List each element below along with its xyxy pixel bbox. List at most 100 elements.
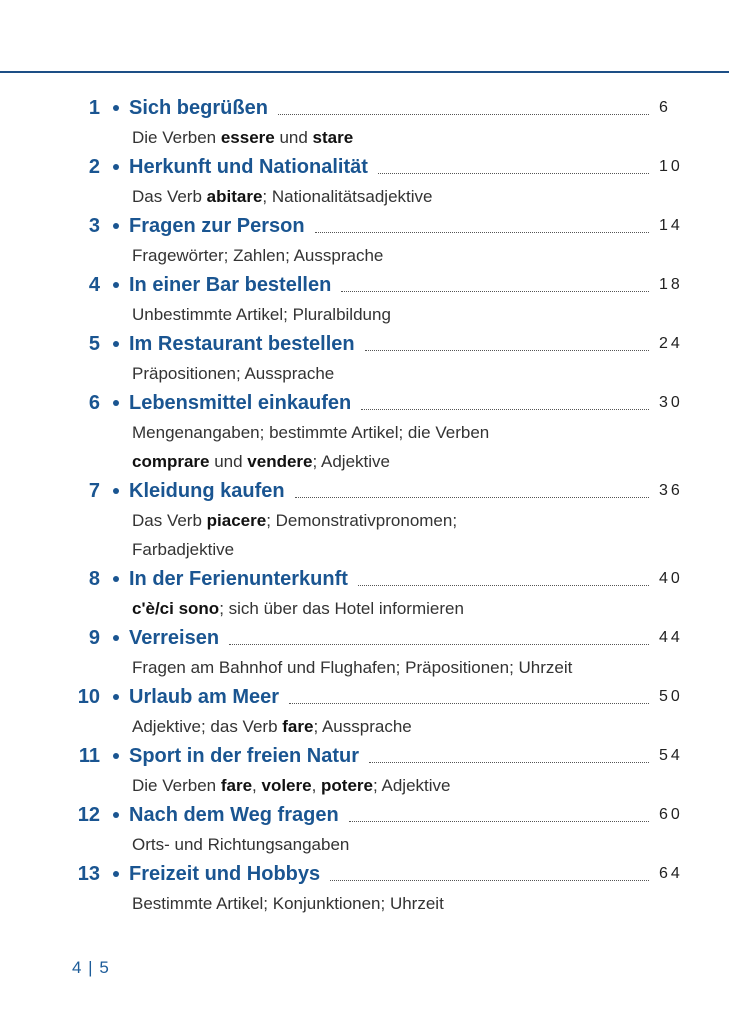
entry-title-line: 9 Verreisen 44 xyxy=(0,623,729,653)
description-text: Bestimmte Artikel; Konjunktionen; Uhrzei… xyxy=(132,894,444,913)
chapter-title: Herkunft und Nationalität xyxy=(129,155,368,178)
entry-title-line: 8 In der Ferienunterkunft 40 xyxy=(0,564,729,594)
bullet xyxy=(113,223,119,229)
toc-entry: 5 Im Restaurant bestellen 24 Präpositionen;… xyxy=(0,329,729,388)
chapter-number: 12 xyxy=(77,803,100,826)
dot-leader xyxy=(364,349,649,351)
description-text: Die Verben xyxy=(132,776,221,795)
chapter-description: Die Verben essere und stare xyxy=(0,123,729,152)
bullet xyxy=(113,576,119,582)
page-number: 24 xyxy=(659,335,683,352)
chapter-number: 10 xyxy=(77,685,100,708)
chapter-description: Fragewörter; Zahlen; Aussprache xyxy=(0,241,729,270)
toc-entry: 11 Sport in der freien Natur 54 Die Verben … xyxy=(0,741,729,800)
chapter-number: 4 xyxy=(88,273,100,296)
description-text: , xyxy=(311,776,322,795)
dot-leader xyxy=(229,643,649,645)
chapter-title: Verreisen xyxy=(129,626,220,649)
entry-title-line: 6 Lebensmittel einkaufen 30 xyxy=(0,388,729,418)
chapter-title: Urlaub am Meer xyxy=(129,685,280,708)
page-number: 36 xyxy=(659,482,683,499)
page-number: 54 xyxy=(659,747,683,764)
chapter-number: 7 xyxy=(88,479,100,502)
chapter-number: 6 xyxy=(88,391,100,414)
chapter-title: In der Ferienunterkunft xyxy=(129,567,348,590)
description-text: Orts- und Richtungsangaben xyxy=(132,835,350,854)
chapter-description: Präpositionen; Aussprache xyxy=(0,359,729,388)
description-text: ; Aussprache xyxy=(313,717,412,736)
chapter-description: Orts- und Richtungsangaben xyxy=(0,830,729,859)
chapter-title: Nach dem Weg fragen xyxy=(129,803,339,826)
description-text: Fragewörter; Zahlen; Aussprache xyxy=(132,246,384,265)
chapter-number: 3 xyxy=(88,214,100,237)
chapter-title: Im Restaurant bestellen xyxy=(129,332,355,355)
chapter-description: c'è/ci sono; sich über das Hotel informi… xyxy=(0,594,729,623)
chapter-description: Adjektive; das Verb fare; Aussprache xyxy=(0,712,729,741)
description-text: Mengenangaben; bestimmte Artikel; die Ve… xyxy=(132,423,490,442)
description-text: Farbadjektive xyxy=(132,540,235,559)
dot-leader xyxy=(277,113,649,115)
chapter-description: Mengenangaben; bestimmte Artikel; die Ve… xyxy=(0,418,729,447)
entry-title-line: 11 Sport in der freien Natur 54 xyxy=(0,741,729,771)
description-text: ; Adjektive xyxy=(312,452,391,471)
chapter-number: 13 xyxy=(77,862,100,885)
page-number: 44 xyxy=(659,629,683,646)
chapter-title: Fragen zur Person xyxy=(129,214,305,237)
dot-leader xyxy=(330,879,649,881)
bullet xyxy=(113,753,119,759)
bullet xyxy=(113,812,119,818)
chapter-description: Das Verb piacere; Demonstrativpronomen; xyxy=(0,506,729,535)
chapter-description: Bestimmte Artikel; Konjunktionen; Uhrzei… xyxy=(0,889,729,918)
bullet xyxy=(113,694,119,700)
bullet xyxy=(113,105,119,111)
chapter-description: Die Verben fare, volere, potere; Adjekti… xyxy=(0,771,729,800)
toc-entry: 2 Herkunft und Nationalität 10 Das Verb abi… xyxy=(0,152,729,211)
description-text: Präpositionen; Aussprache xyxy=(132,364,335,383)
chapter-number: 11 xyxy=(78,744,100,767)
dot-leader xyxy=(314,231,649,233)
description-text: Fragen am Bahnhof und Flughafen; Präposi… xyxy=(132,658,573,677)
bold-term: piacere xyxy=(206,511,267,530)
description-text: ; Nationalitätsadjektive xyxy=(262,187,433,206)
bullet xyxy=(113,871,119,877)
bold-term: essere xyxy=(220,128,275,147)
entry-title-line: 5 Im Restaurant bestellen 24 xyxy=(0,329,729,359)
chapter-description: Farbadjektive xyxy=(0,535,729,564)
page-number: 14 xyxy=(659,217,683,234)
bold-term: vendere xyxy=(247,452,313,471)
description-text: Unbestimmte Artikel; Pluralbildung xyxy=(132,305,391,324)
entry-title-line: 10 Urlaub am Meer 50 xyxy=(0,682,729,712)
chapter-title: In einer Bar bestellen xyxy=(129,273,332,296)
entry-title-line: 12 Nach dem Weg fragen 60 xyxy=(0,800,729,830)
page-number: 18 xyxy=(659,276,683,293)
dot-leader xyxy=(369,761,649,763)
chapter-number: 9 xyxy=(88,626,100,649)
bullet xyxy=(113,341,119,347)
chapter-title: Lebensmittel einkaufen xyxy=(129,391,352,414)
dot-leader xyxy=(348,820,649,822)
chapter-description: Unbestimmte Artikel; Pluralbildung xyxy=(0,300,729,329)
bold-term: volere xyxy=(261,776,312,795)
bold-term: stare xyxy=(312,128,354,147)
description-text: Adjektive; das Verb xyxy=(132,717,283,736)
entry-title-line: 3 Fragen zur Person 14 xyxy=(0,211,729,241)
bullet xyxy=(113,164,119,170)
page-number: 40 xyxy=(659,570,683,587)
dot-leader xyxy=(361,408,649,410)
chapter-description: Das Verb abitare; Nationalitätsadjektive xyxy=(0,182,729,211)
chapter-title: Kleidung kaufen xyxy=(129,479,285,502)
toc-entry: 6 Lebensmittel einkaufen 30 Mengenangaben; … xyxy=(0,388,729,476)
toc-entry: 7 Kleidung kaufen 36 Das Verb piacere; Demo… xyxy=(0,476,729,564)
bold-term: abitare xyxy=(206,187,263,206)
entry-title-line: 2 Herkunft und Nationalität 10 xyxy=(0,152,729,182)
bullet xyxy=(113,282,119,288)
page-number: 6 xyxy=(659,99,671,116)
chapter-number: 5 xyxy=(88,332,100,355)
header-rule xyxy=(0,71,729,73)
description-text: ; sich über das Hotel informieren xyxy=(219,599,464,618)
table-of-contents: 1 Sich begrüßen 6 Die Verben essere und sta… xyxy=(0,93,729,918)
chapter-title: Sport in der freien Natur xyxy=(129,744,360,767)
bold-term: fare xyxy=(220,776,253,795)
bullet xyxy=(113,488,119,494)
